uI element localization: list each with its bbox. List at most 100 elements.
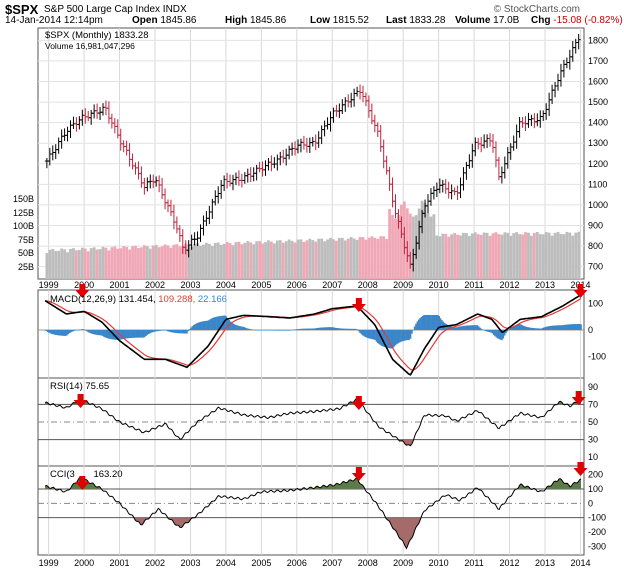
volume-bar [462,232,465,279]
volume-bar [86,251,90,279]
macd-histogram-bar [216,316,218,330]
year-label-bottom: 1999 [39,558,59,568]
year-label-bottom: 2013 [535,558,555,568]
rsi-tick-label: 30 [588,435,598,445]
macd-histogram-bar [368,330,371,339]
macd-histogram-bar [475,325,477,330]
macd-histogram-bar [243,327,245,330]
macd-histogram-bar [248,328,251,330]
macd-histogram-bar [210,318,213,330]
macd-histogram-bar [521,325,524,330]
macd-histogram-bar [340,328,342,330]
macd-histogram-bar [183,330,185,334]
macd-histogram-bar [278,330,281,331]
macd-histogram-bar [53,330,56,335]
volume-bar [494,232,498,279]
volume-bar [160,246,164,279]
macd-histogram-bar [190,327,192,330]
volume-value: 17.0B [493,15,520,26]
macd-histogram-bar [266,330,269,331]
volume-bar [524,232,527,279]
macd-histogram-bar [51,330,53,334]
macd-histogram-bar [452,326,454,330]
macd-histogram-bar [325,327,327,330]
volume-bar [506,232,510,279]
year-label-bottom: 2002 [145,558,165,568]
volume-bar [385,238,389,279]
year-label-bottom: 2001 [110,558,130,568]
volume-bar [518,234,521,279]
volume-bar [447,236,451,279]
volume-bar [364,239,368,279]
volume-bar [92,247,96,279]
volume-bar [370,236,374,279]
volume-bar [243,242,247,279]
volume-bar [317,238,321,279]
exchange: INDX [162,4,187,15]
macd-histogram-bar [479,327,481,330]
macd-histogram-bar [152,330,154,333]
macd-histogram-bar [573,324,575,330]
macd-histogram-bar [348,328,350,330]
macd-histogram-bar [292,329,295,331]
macd-line [44,294,582,376]
volume-bar [314,241,318,279]
volume-bar [444,233,448,279]
volume-bar [95,249,99,279]
macd-histogram-bar [362,330,364,336]
volume-bar [441,233,445,279]
volume-tick-label: 125B [13,208,34,218]
year-label-bottom: 2011 [464,558,483,568]
macd-histogram-bar [68,330,71,334]
year-label-bottom: 2000 [74,558,94,568]
macd-histogram-bar [252,329,255,331]
volume-bar [48,249,52,279]
macd-histogram-bar [360,330,363,335]
macd-histogram-bar [45,330,48,332]
volume-bar [305,240,309,279]
macd-histogram-bar [86,330,89,332]
volume-bar [311,240,315,279]
volume-bar [107,250,111,279]
quote-chg: Chg -15.08 (-0.82%) ▾ [531,15,624,26]
year-label-top: 2001 [110,280,130,290]
year-label-bottom: 2005 [251,558,271,568]
volume-bar [169,247,173,279]
volume-bar [426,213,430,279]
macd-histogram-bar [572,324,574,330]
year-label-bottom: 2003 [180,558,200,568]
volume-bar [467,235,471,279]
macd-histogram-bar [304,328,307,330]
macd-histogram-bar [441,320,443,330]
volume-bar [574,232,578,279]
macd-histogram-bar [199,321,202,330]
price-tick-label: 700 [588,262,603,272]
macd-histogram-bar [334,327,337,330]
macd-histogram-bar [550,325,552,330]
macd-histogram-bar [465,325,468,330]
volume-bar [515,232,519,279]
volume-bar [376,238,380,279]
macd-histogram-bar [56,330,59,336]
macd-histogram-bar [150,330,153,333]
macd-histogram-bar [467,325,469,330]
macd-histogram-bar [514,325,517,330]
year-label-top: 2013 [535,280,555,290]
macd-histogram-bar [404,330,406,341]
macd-histogram-bar [476,325,479,330]
macd-histogram-bar [461,326,464,330]
macd-histogram-bar [547,326,550,330]
macd-histogram-bar [416,321,419,330]
macd-histogram-bar [536,328,539,330]
macd-histogram-bar [100,330,102,336]
macd-histogram-bar [356,329,359,330]
cci-legend-name: CCI(3 [50,469,75,480]
macd-histogram-bar [281,330,284,331]
volume-tick-label: 75B [18,235,34,245]
macd-histogram-bar [329,327,331,330]
volume-bar [237,241,241,279]
title-bar: $SPX S&P 500 Large Cap Index INDX © Stoc… [0,2,624,17]
macd-histogram-bar [458,326,461,330]
macd-histogram-bar [509,328,511,330]
volume-bar [299,239,303,279]
